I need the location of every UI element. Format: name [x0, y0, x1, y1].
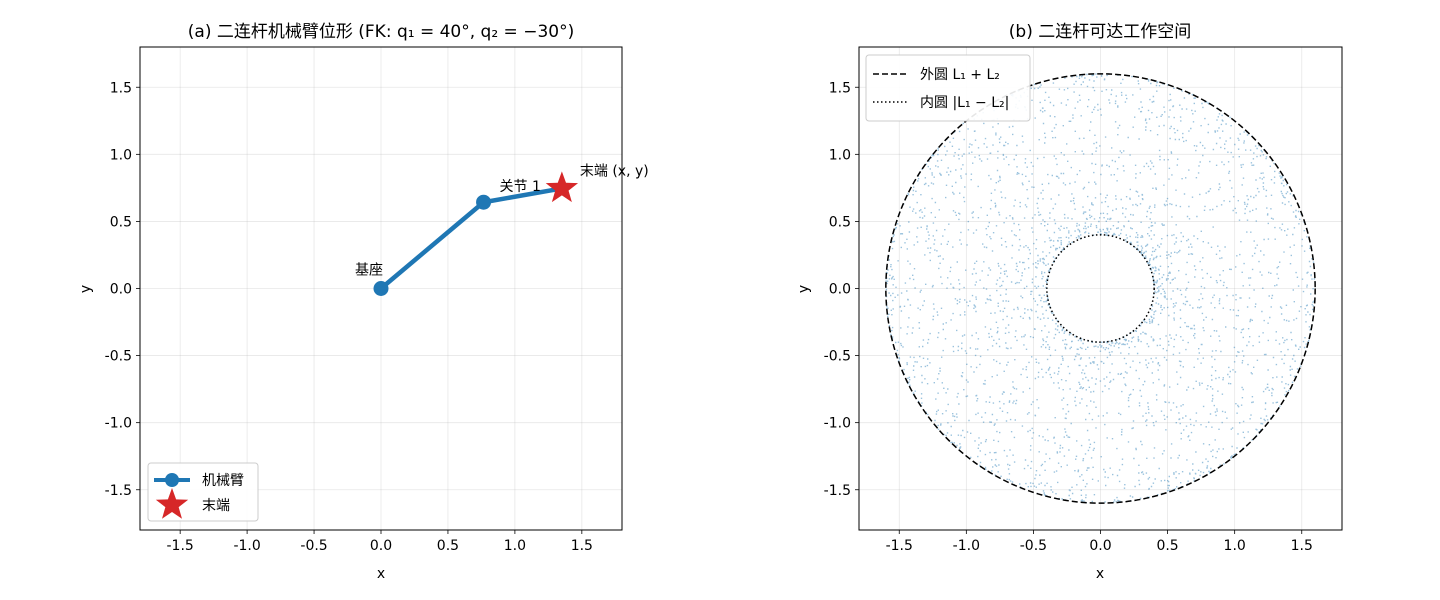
y-tick-label: -1.5 — [824, 483, 851, 499]
annotation-joint-1: 关节 1 — [500, 179, 541, 195]
y-tick-label: -1.5 — [105, 483, 132, 499]
x-tick-label: 1.5 — [571, 538, 593, 554]
legend-swatch-arm-marker — [165, 473, 179, 487]
y-tick-label: -0.5 — [105, 349, 132, 365]
y-axis-label-a: y — [78, 285, 94, 293]
legend-swatch-end-effector — [155, 488, 189, 519]
plot-area-b — [859, 47, 1342, 530]
ticks-b: -1.5 -1.0 -0.5 0.0 0.5 1.0 1.5 -1.5 -1.0 -0.5 0.0 0… — [824, 80, 1313, 554]
workspace-boundaries — [885, 73, 1316, 504]
x-tick-label: 0.0 — [370, 538, 392, 554]
gridlines-b — [859, 47, 1342, 530]
x-tick-label: -1.5 — [886, 538, 913, 554]
x-tick-label: -0.5 — [1020, 538, 1047, 554]
x-tick-label: -1.5 — [167, 538, 194, 554]
y-axis-label-b: y — [796, 285, 812, 293]
legend-label-inner-circle: 内圆 |L₁ − L₂| — [920, 95, 1009, 111]
x-axis-label-a: x — [377, 566, 385, 582]
y-tick-label: 1.0 — [829, 147, 851, 163]
y-tick-label: 1.5 — [110, 80, 132, 96]
inner-circle — [1046, 234, 1155, 343]
x-axis-label-b: x — [1096, 566, 1104, 582]
joint-1-marker — [476, 194, 492, 210]
y-tick-label: -1.0 — [824, 416, 851, 432]
x-tick-label: -1.0 — [953, 538, 980, 554]
y-tick-label: 0.5 — [829, 214, 851, 230]
y-tick-label: 0.0 — [110, 282, 132, 298]
end-effector-star — [545, 171, 579, 203]
x-tick-label: 1.0 — [1224, 538, 1246, 554]
chart-title-b: (b) 二连杆可达工作空间 — [1009, 22, 1191, 42]
y-tick-label: 0.5 — [110, 214, 132, 230]
arm-plot: 基座 关节 1 末端 (x, y) — [355, 163, 649, 296]
x-tick-label: 0.0 — [1089, 538, 1111, 554]
x-tick-label: -0.5 — [300, 538, 327, 554]
outer-circle — [885, 73, 1316, 504]
y-tick-label: 1.0 — [110, 147, 132, 163]
y-tick-label: -0.5 — [824, 349, 851, 365]
legend-b: 外圆 L₁ + L₂ 内圆 |L₁ − L₂| — [865, 54, 1031, 122]
ticks-a: -1.5 -1.0 -0.5 0.0 0.5 1.0 1.5 -1.5 -1.0 -0.5 0.0 0… — [105, 80, 593, 554]
legend-label-end-effector: 末端 — [202, 498, 230, 514]
panel-b: -1.5 -1.0 -0.5 0.0 0.5 1.0 1.5 -1.5 -1.0 -0.5 0.0 0… — [796, 22, 1343, 582]
x-tick-label: 0.5 — [1156, 538, 1178, 554]
panel-a: 基座 关节 1 末端 (x, y) -1.5 -1.0 -0.5 0.0 0.5 1.0 1.5… — [78, 22, 649, 582]
annotation-base: 基座 — [355, 262, 383, 279]
x-tick-label: -1.0 — [233, 538, 260, 554]
x-tick-label: 0.5 — [437, 538, 459, 554]
legend-box-b — [865, 54, 1031, 122]
annotation-end-effector: 末端 (x, y) — [580, 163, 649, 179]
chart-title-a: (a) 二连杆机械臂位形 (FK: q₁ = 40°, q₂ = −30°) — [188, 22, 574, 42]
y-tick-label: -1.0 — [105, 416, 132, 432]
y-tick-label: 0.0 — [829, 282, 851, 298]
y-tick-label: 1.5 — [829, 80, 851, 96]
legend-label-arm: 机械臂 — [202, 473, 244, 489]
x-tick-label: 1.0 — [504, 538, 526, 554]
legend-a: 机械臂 末端 — [147, 462, 259, 522]
x-tick-label: 1.5 — [1291, 538, 1313, 554]
legend-label-outer-circle: 外圆 L₁ + L₂ — [920, 67, 1000, 83]
base-joint-marker — [373, 281, 389, 296]
